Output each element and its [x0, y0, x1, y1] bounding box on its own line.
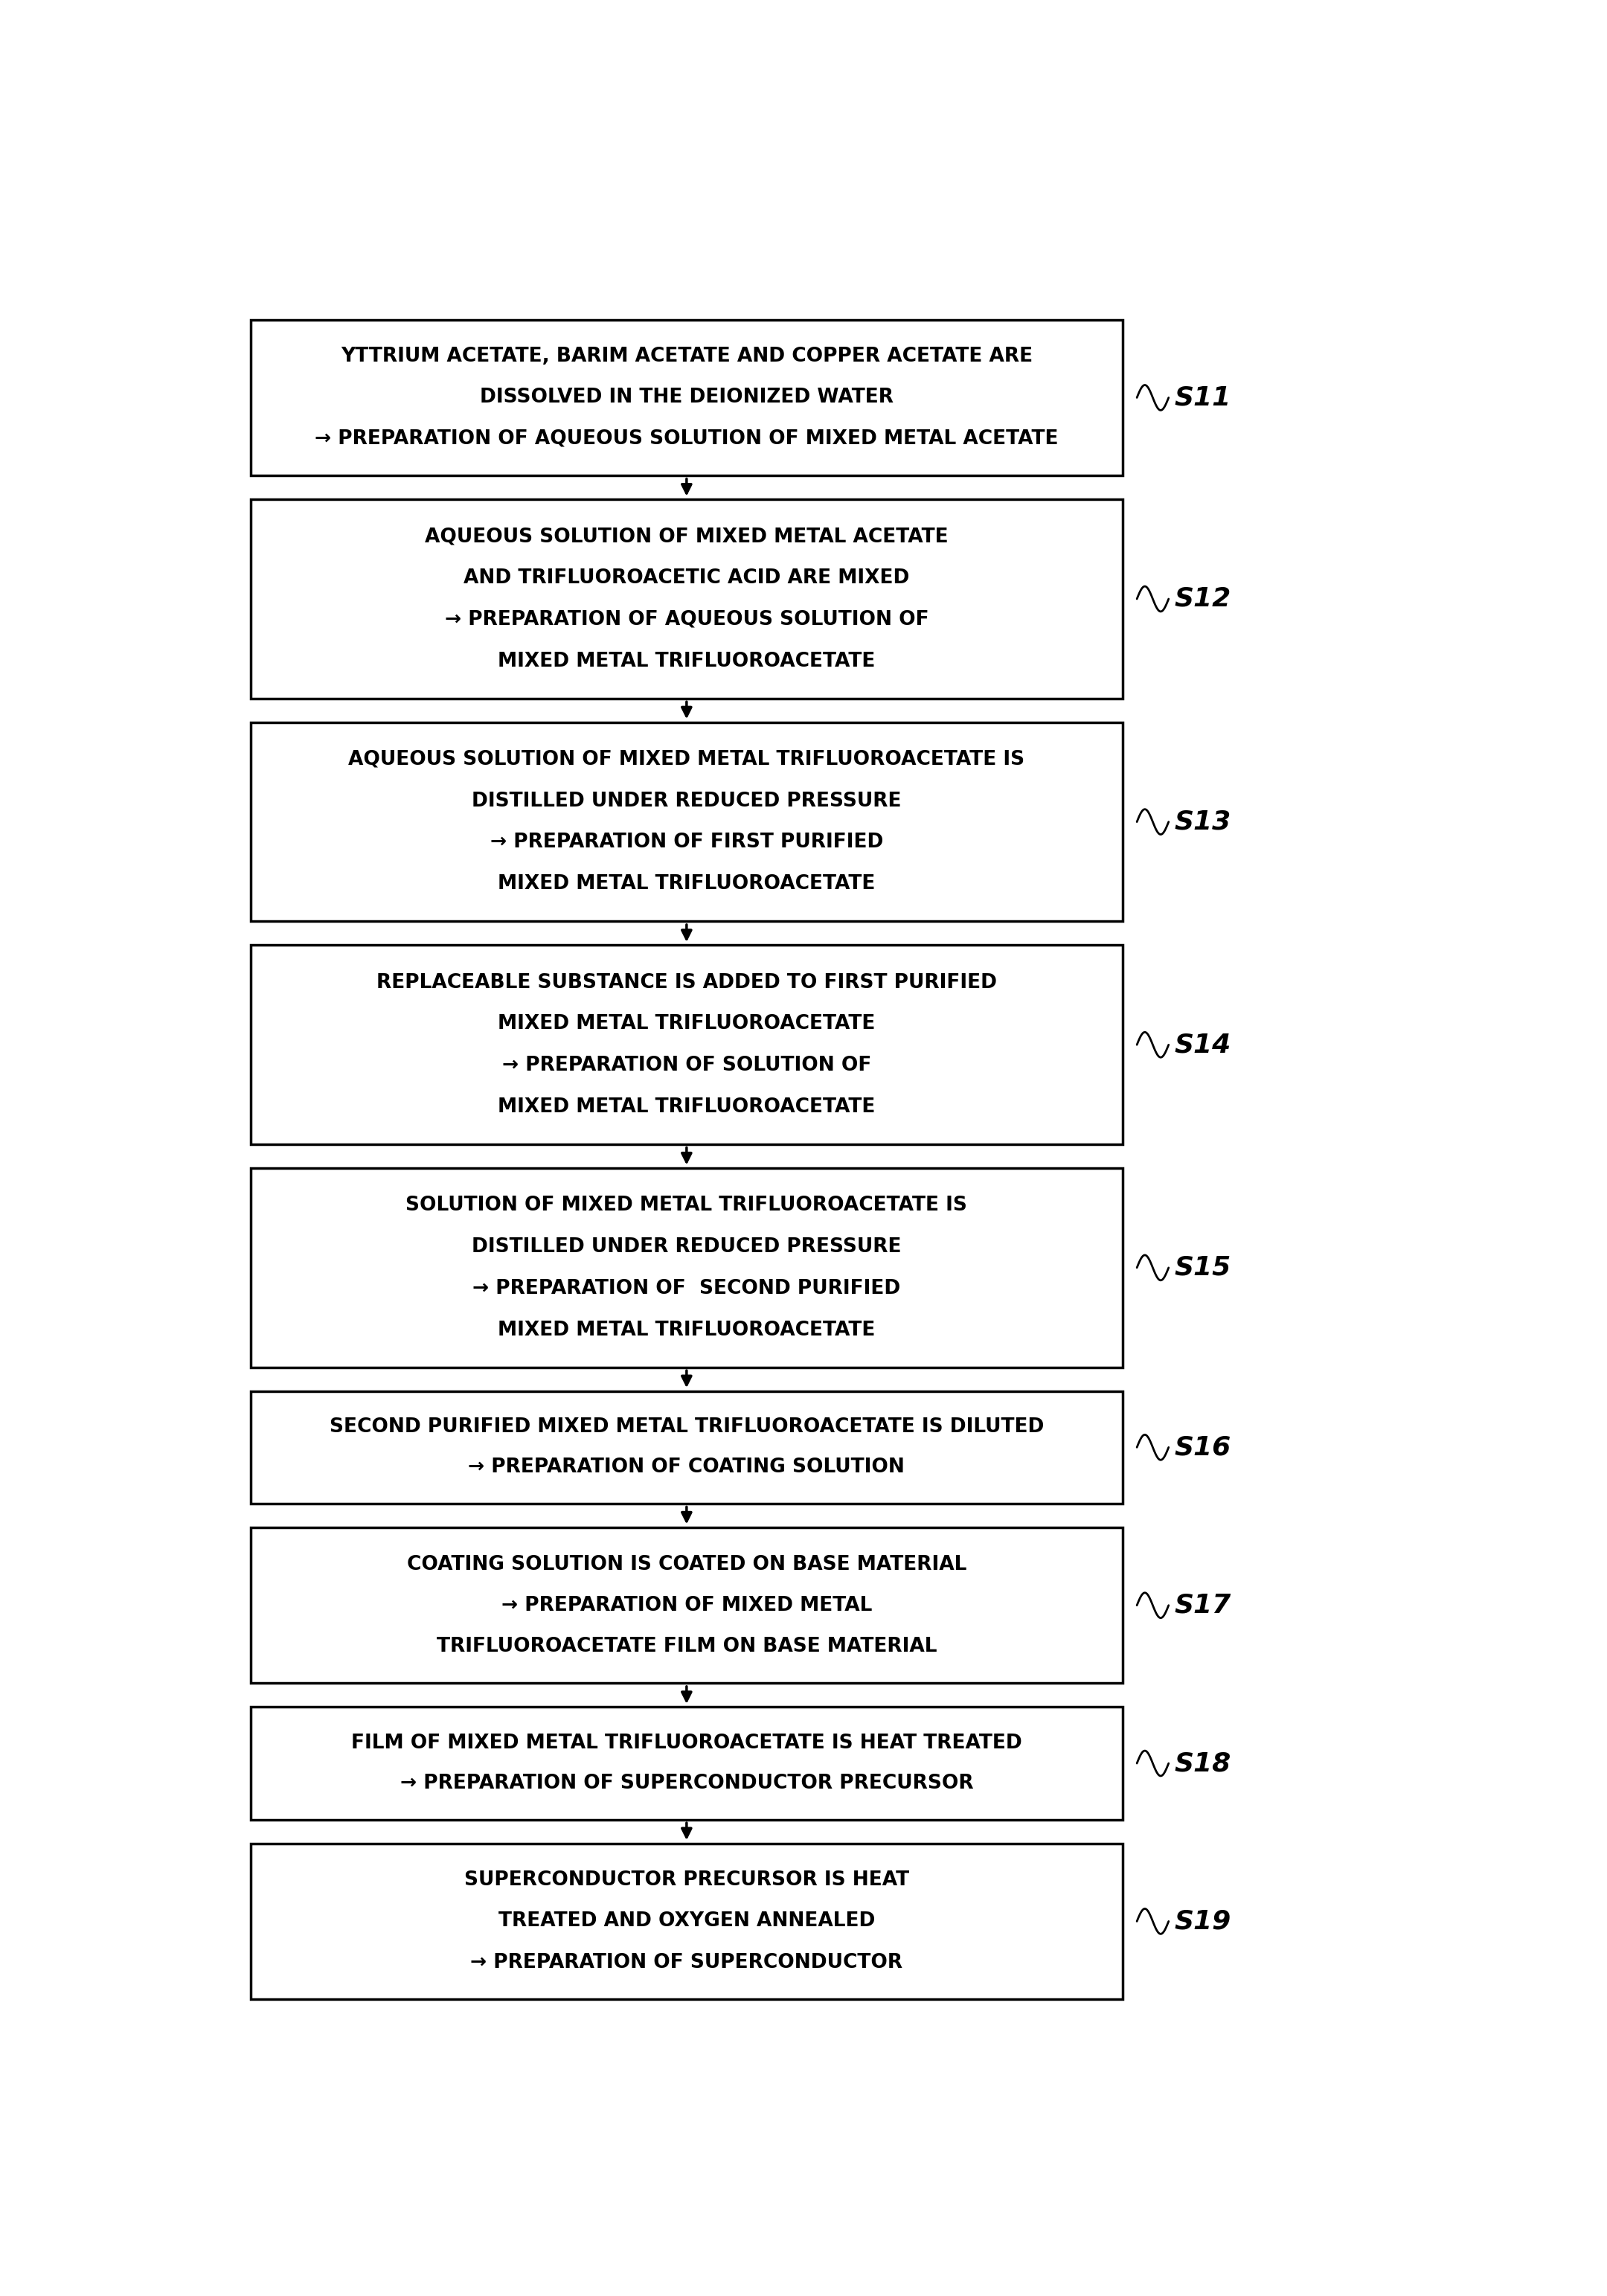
Text: S11: S11	[1175, 386, 1231, 411]
Text: S18: S18	[1175, 1750, 1231, 1777]
Bar	[251, 723, 1122, 921]
Text: → PREPARATION OF SUPERCONDUCTOR: → PREPARATION OF SUPERCONDUCTOR	[471, 1952, 903, 1972]
Bar	[251, 498, 1122, 698]
Text: YTTRIUM ACETATE, BARIM ACETATE AND COPPER ACETATE ARE: YTTRIUM ACETATE, BARIM ACETATE AND COPPE…	[341, 347, 1033, 367]
Text: AQUEOUS SOLUTION OF MIXED METAL ACETATE: AQUEOUS SOLUTION OF MIXED METAL ACETATE	[424, 528, 948, 546]
Text: COATING SOLUTION IS COATED ON BASE MATERIAL: COATING SOLUTION IS COATED ON BASE MATER…	[407, 1554, 966, 1575]
Text: MIXED METAL TRIFLUOROACETATE: MIXED METAL TRIFLUOROACETATE	[498, 1097, 876, 1116]
Text: AQUEOUS SOLUTION OF MIXED METAL TRIFLUOROACETATE IS: AQUEOUS SOLUTION OF MIXED METAL TRIFLUOR…	[349, 751, 1025, 769]
Text: TRIFLUOROACETATE FILM ON BASE MATERIAL: TRIFLUOROACETATE FILM ON BASE MATERIAL	[437, 1637, 937, 1655]
Text: → PREPARATION OF  SECOND PURIFIED: → PREPARATION OF SECOND PURIFIED	[472, 1279, 900, 1297]
Text: → PREPARATION OF AQUEOUS SOLUTION OF MIXED METAL ACETATE: → PREPARATION OF AQUEOUS SOLUTION OF MIX…	[315, 429, 1059, 448]
Text: → PREPARATION OF FIRST PURIFIED: → PREPARATION OF FIRST PURIFIED	[490, 833, 884, 852]
Bar	[251, 1391, 1122, 1504]
Text: DISTILLED UNDER REDUCED PRESSURE: DISTILLED UNDER REDUCED PRESSURE	[472, 792, 902, 810]
Text: S13: S13	[1175, 808, 1231, 833]
Bar	[251, 1706, 1122, 1821]
Text: MIXED METAL TRIFLUOROACETATE: MIXED METAL TRIFLUOROACETATE	[498, 1320, 876, 1339]
Text: → PREPARATION OF SUPERCONDUCTOR PRECURSOR: → PREPARATION OF SUPERCONDUCTOR PRECURSO…	[400, 1775, 974, 1793]
Text: S14: S14	[1175, 1033, 1231, 1058]
Text: S16: S16	[1175, 1435, 1231, 1460]
Text: S12: S12	[1175, 585, 1231, 611]
Bar	[251, 1527, 1122, 1683]
Text: TREATED AND OXYGEN ANNEALED: TREATED AND OXYGEN ANNEALED	[498, 1913, 874, 1931]
Text: MIXED METAL TRIFLUOROACETATE: MIXED METAL TRIFLUOROACETATE	[498, 875, 876, 893]
Text: → PREPARATION OF SOLUTION OF: → PREPARATION OF SOLUTION OF	[501, 1056, 871, 1075]
Bar	[251, 319, 1122, 475]
Text: → PREPARATION OF MIXED METAL: → PREPARATION OF MIXED METAL	[501, 1596, 873, 1614]
Text: MIXED METAL TRIFLUOROACETATE: MIXED METAL TRIFLUOROACETATE	[498, 1015, 876, 1033]
Bar	[251, 1844, 1122, 2000]
Text: SUPERCONDUCTOR PRECURSOR IS HEAT: SUPERCONDUCTOR PRECURSOR IS HEAT	[464, 1871, 910, 1890]
Bar	[251, 1169, 1122, 1366]
Text: S17: S17	[1175, 1593, 1231, 1619]
Text: DISTILLED UNDER REDUCED PRESSURE: DISTILLED UNDER REDUCED PRESSURE	[472, 1238, 902, 1256]
Text: S19: S19	[1175, 1908, 1231, 1933]
Text: SOLUTION OF MIXED METAL TRIFLUOROACETATE IS: SOLUTION OF MIXED METAL TRIFLUOROACETATE…	[407, 1196, 967, 1215]
Bar	[251, 946, 1122, 1143]
Text: MIXED METAL TRIFLUOROACETATE: MIXED METAL TRIFLUOROACETATE	[498, 652, 876, 670]
Text: → PREPARATION OF COATING SOLUTION: → PREPARATION OF COATING SOLUTION	[468, 1458, 905, 1476]
Text: FILM OF MIXED METAL TRIFLUOROACETATE IS HEAT TREATED: FILM OF MIXED METAL TRIFLUOROACETATE IS …	[352, 1733, 1022, 1752]
Text: REPLACEABLE SUBSTANCE IS ADDED TO FIRST PURIFIED: REPLACEABLE SUBSTANCE IS ADDED TO FIRST …	[376, 974, 996, 992]
Text: AND TRIFLUOROACETIC ACID ARE MIXED: AND TRIFLUOROACETIC ACID ARE MIXED	[464, 569, 910, 588]
Text: SECOND PURIFIED MIXED METAL TRIFLUOROACETATE IS DILUTED: SECOND PURIFIED MIXED METAL TRIFLUOROACE…	[329, 1417, 1045, 1437]
Text: S15: S15	[1175, 1256, 1231, 1281]
Text: → PREPARATION OF AQUEOUS SOLUTION OF: → PREPARATION OF AQUEOUS SOLUTION OF	[445, 611, 929, 629]
Text: DISSOLVED IN THE DEIONIZED WATER: DISSOLVED IN THE DEIONIZED WATER	[480, 388, 893, 406]
